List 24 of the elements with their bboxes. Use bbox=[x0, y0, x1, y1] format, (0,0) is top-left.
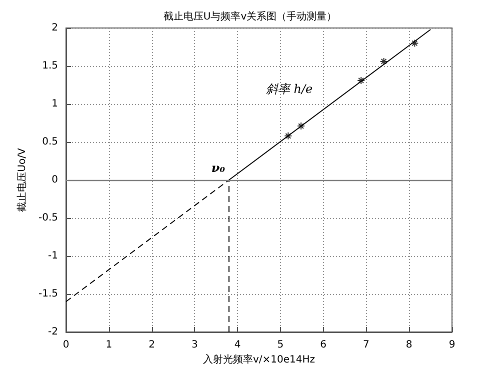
x-tick-label: 6 bbox=[320, 340, 327, 350]
x-tick-label: 4 bbox=[234, 340, 241, 350]
y-tick-label: 1.5 bbox=[42, 60, 58, 72]
y-tick-label: -2 bbox=[48, 326, 58, 338]
y-tick-label: 0 bbox=[52, 174, 58, 186]
chart-title: 截止电压U与频率v关系图（手动测量） bbox=[163, 10, 337, 22]
y-tick-label: -1 bbox=[48, 250, 58, 262]
x-tick-label: 2 bbox=[148, 340, 155, 350]
x-axis-title: 入射光频率v/×10e14Hz bbox=[202, 353, 316, 366]
x-tick-label: 1 bbox=[106, 340, 112, 350]
annotation: ν₀ bbox=[211, 161, 226, 175]
y-tick-label: 2 bbox=[52, 22, 58, 34]
x-tick-label: 7 bbox=[363, 340, 370, 350]
y-axis-title: 截止电压Uo/V bbox=[16, 148, 28, 212]
annotation: 斜率 h/e bbox=[266, 82, 313, 96]
y-tick-label: 0.5 bbox=[42, 136, 58, 148]
x-tick-label: 9 bbox=[448, 340, 456, 350]
x-tick-label: 3 bbox=[191, 340, 198, 350]
y-tick-label: 1 bbox=[52, 98, 58, 110]
y-tick-label: -1.5 bbox=[38, 288, 58, 300]
y-tick-label: -0.5 bbox=[38, 212, 58, 224]
x-tick-label: 0 bbox=[62, 340, 70, 350]
x-tick-label: 8 bbox=[406, 340, 412, 350]
x-tick-label: 5 bbox=[277, 340, 284, 350]
